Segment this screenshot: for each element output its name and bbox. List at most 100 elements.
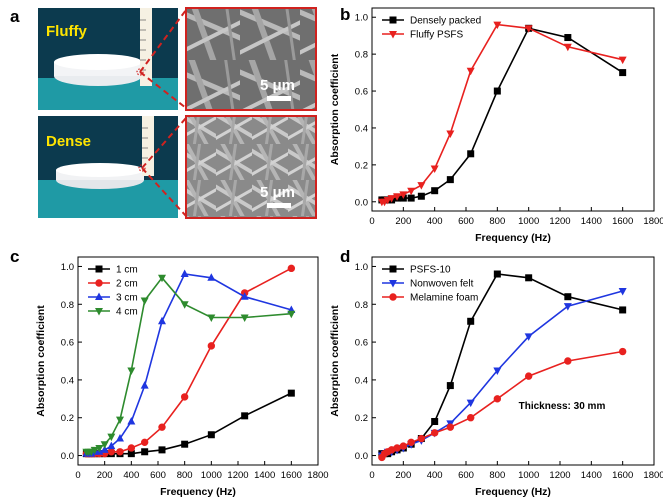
- series-melamine-foam-point: [446, 423, 455, 431]
- caption-fluffy: Fluffy: [46, 23, 87, 40]
- series-melamine-foam-point: [467, 414, 475, 422]
- series-nonwoven-felt-point: [493, 367, 502, 375]
- chart-b: b 0 200 400 600 800 1000 1200 1400 1600 1800 0.0 0.2…: [329, 5, 663, 244]
- series-psfs-10-point: [493, 270, 501, 278]
- x-tick-label: 400: [427, 216, 443, 227]
- x-tick-label: 1600: [612, 216, 633, 227]
- y-tick-label: 0.4: [355, 375, 368, 386]
- y-tick-label: 1.0: [61, 262, 74, 273]
- series-melamine-foam-point: [407, 438, 415, 447]
- series-fluffy-psfs-point: [466, 67, 475, 76]
- series-nonwoven-felt-point: [524, 333, 533, 341]
- x-tick-label: 600: [458, 216, 474, 227]
- x-tick-label: 0: [369, 216, 374, 227]
- series-1-cm-point: [207, 431, 215, 439]
- photo-dense: Dense: [38, 116, 178, 218]
- zoom-lines: [139, 9, 187, 217]
- series-3-cm-point: [180, 269, 189, 278]
- legend-series-1-cm-point: [95, 265, 103, 273]
- legend-label: Fluffy PSFS: [410, 30, 463, 41]
- x-tick-label: 1600: [612, 470, 633, 481]
- series-fluffy-psfs-point: [407, 187, 416, 196]
- series-fluffy-psfs-point: [524, 25, 533, 33]
- series-2-cm-point: [158, 423, 166, 431]
- x-tick-label: 200: [97, 470, 113, 481]
- y-tick-label: 0.4: [355, 123, 368, 134]
- series-fluffy-psfs-point: [393, 193, 402, 201]
- series-nonwoven-felt-point: [466, 399, 475, 408]
- sem-fluffy: 5 μm: [185, 7, 317, 111]
- x-tick-label: 200: [395, 216, 411, 227]
- scale-bar-label-bottom: 5 μm: [260, 184, 295, 201]
- series-1-cm-point: [181, 440, 189, 448]
- series-4-cm-point: [127, 367, 136, 375]
- series-3-cm-point: [158, 316, 166, 325]
- x-tick-label: 1400: [254, 470, 275, 481]
- series-4-cm-point: [287, 310, 296, 319]
- series-2-cm-point: [207, 342, 216, 350]
- y-tick-label: 0.6: [355, 87, 368, 98]
- y-tick-label: 0.0: [355, 451, 368, 462]
- legend-series-melamine-foam-point: [389, 293, 397, 301]
- caption-dense: Dense: [46, 133, 91, 150]
- series-psfs-10-point: [525, 274, 533, 282]
- legend-series-densely-packed-point: [389, 16, 397, 24]
- series-4-cm-point: [95, 444, 104, 453]
- series-fluffy-psfs-point: [399, 191, 408, 199]
- photo-fluffy: Fluffy: [38, 8, 178, 110]
- legend-series-nonwoven-felt-point: [389, 280, 397, 288]
- series-fluffy-psfs-point: [493, 21, 502, 30]
- legend-label: Nonwoven felt: [410, 279, 474, 290]
- plot-frame: [371, 256, 655, 466]
- panel-label-c: c: [10, 247, 19, 266]
- x-tick-label: 1400: [581, 470, 602, 481]
- plot-frame: [371, 7, 655, 212]
- y-tick-label: 0.6: [355, 338, 368, 349]
- x-tick-label: 1000: [201, 470, 222, 481]
- x-tick-label: 1600: [281, 470, 302, 481]
- series-1-cm-point: [158, 446, 166, 454]
- legend-label: 2 cm: [116, 279, 138, 290]
- x-tick-label: 1200: [549, 216, 570, 227]
- x-tick-label: 800: [489, 216, 505, 227]
- series-psfs-10-point: [446, 382, 454, 390]
- x-tick-label: 800: [489, 470, 505, 481]
- y-tick-label: 0.2: [61, 413, 74, 424]
- y-tick-label: 0.6: [61, 338, 74, 349]
- series-densely-packed-point: [446, 176, 454, 184]
- series-melamine-foam-point: [493, 395, 502, 403]
- series-4-cm-point: [107, 433, 116, 442]
- legend-label: PSFS-10: [410, 265, 451, 276]
- scale-bar-label-top: 5 μm: [260, 77, 295, 94]
- series-densely-packed-point: [564, 34, 572, 42]
- y-tick-label: 0.2: [355, 160, 368, 171]
- series-3-cm-point: [240, 292, 249, 300]
- y-tick-label: 0.0: [355, 197, 368, 208]
- x-tick-label: 1000: [518, 470, 539, 481]
- x-tick-label: 400: [427, 470, 443, 481]
- series-4-cm-point: [158, 274, 166, 283]
- sem-dense: 5 μm: [185, 115, 317, 219]
- panel-label-d: d: [340, 247, 350, 266]
- series-3-cm-point: [127, 417, 136, 425]
- series-melamine-foam-point: [430, 429, 439, 437]
- x-tick-label: 600: [150, 470, 166, 481]
- series-2-cm-point: [287, 264, 296, 273]
- series-4-cm-point: [90, 446, 99, 455]
- series-2-cm-point: [107, 448, 116, 456]
- series-fluffy-psfs-point: [446, 130, 455, 138]
- series-4-cm-point: [100, 441, 109, 449]
- series-densely-packed-point: [417, 192, 425, 200]
- y-axis-label: Absorption coefficient: [329, 305, 341, 417]
- x-tick-label: 1000: [518, 216, 539, 227]
- series-4-cm-point: [116, 416, 124, 425]
- x-axis-label: Frequency (Hz): [475, 486, 551, 498]
- y-axis-label: Absorption coefficient: [35, 305, 47, 417]
- series-melamine-foam-point: [399, 442, 408, 450]
- x-axis-label: Frequency (Hz): [160, 486, 236, 498]
- annotation-text: Thickness: 30 mm: [519, 401, 606, 412]
- x-tick-label: 800: [177, 470, 193, 481]
- chart-d: d 0 200 400 600 800 1000 1200 1400 1600 1800 0.0 0.2…: [329, 247, 663, 498]
- legend-label: 4 cm: [116, 307, 138, 318]
- x-tick-label: 1200: [549, 470, 570, 481]
